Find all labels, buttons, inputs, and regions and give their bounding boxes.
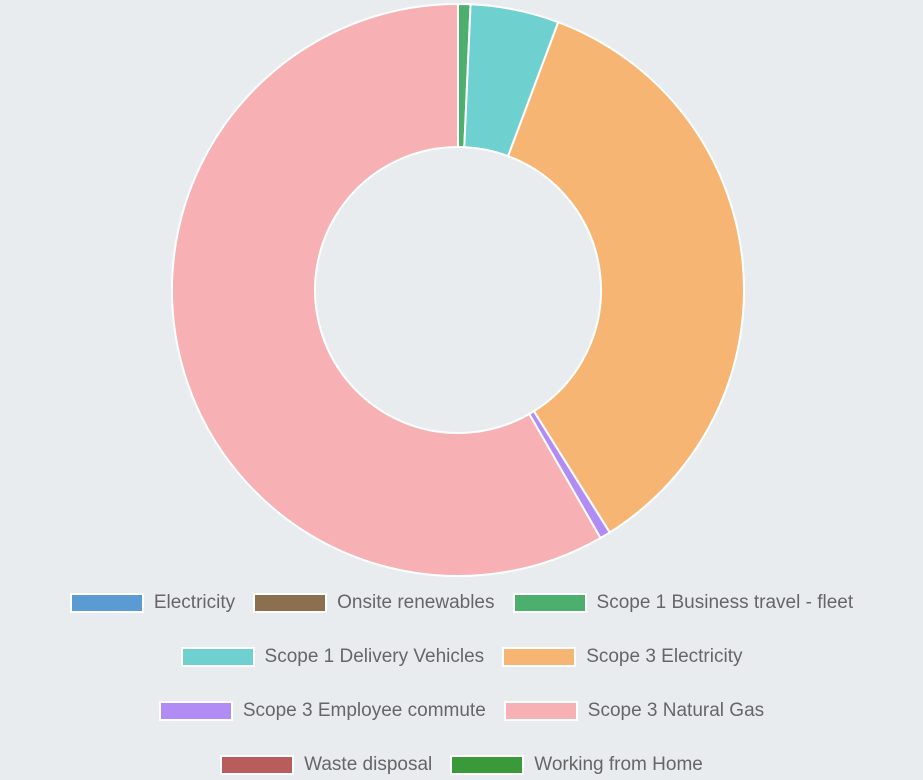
segment <box>506 20 745 534</box>
legend-swatch <box>180 647 255 667</box>
legend-item[interactable]: Electricity <box>69 588 236 618</box>
legend-swatch <box>502 647 577 667</box>
legend-swatch <box>220 755 295 775</box>
legend-label: Working from Home <box>534 754 703 775</box>
legend-swatch <box>512 593 587 613</box>
legend-item[interactable]: Scope 3 Employee commute <box>158 696 486 726</box>
legend-label: Scope 1 Delivery Vehicles <box>264 646 485 667</box>
legend-item[interactable]: Scope 1 Business travel - fleet <box>512 588 854 618</box>
page: Electricity Onsite renewables Scope 1 Busi… <box>69 2 853 775</box>
legend-item[interactable]: Scope 3 Electricity <box>502 642 742 672</box>
legend-item[interactable]: Working from Home <box>450 750 703 780</box>
legend-label: Scope 1 Business travel - fleet <box>596 592 854 613</box>
legend-swatch <box>503 701 578 721</box>
legend-swatch <box>253 593 328 613</box>
chart <box>171 2 745 577</box>
segment <box>171 2 602 577</box>
legend-label: Scope 3 Employee commute <box>242 700 486 721</box>
legend-swatch <box>69 593 144 613</box>
legend-swatch <box>450 755 525 775</box>
legend-label: Scope 3 Electricity <box>586 646 743 667</box>
legend-item[interactable]: Onsite renewables <box>253 588 495 618</box>
legend-swatch <box>158 701 233 721</box>
legend-label: Waste disposal <box>304 754 433 775</box>
legend: Electricity Onsite renewables Scope 1 Busi… <box>0 588 923 780</box>
legend-label: Electricity <box>153 592 236 613</box>
legend-item[interactable]: Scope 3 Natural Gas <box>503 696 765 726</box>
legend-item[interactable]: Scope 1 Delivery Vehicles <box>180 642 485 672</box>
legend-label: Scope 3 Natural Gas <box>587 700 765 721</box>
legend-label: Onsite renewables <box>337 592 495 613</box>
legend-item[interactable]: Waste disposal <box>220 750 432 780</box>
